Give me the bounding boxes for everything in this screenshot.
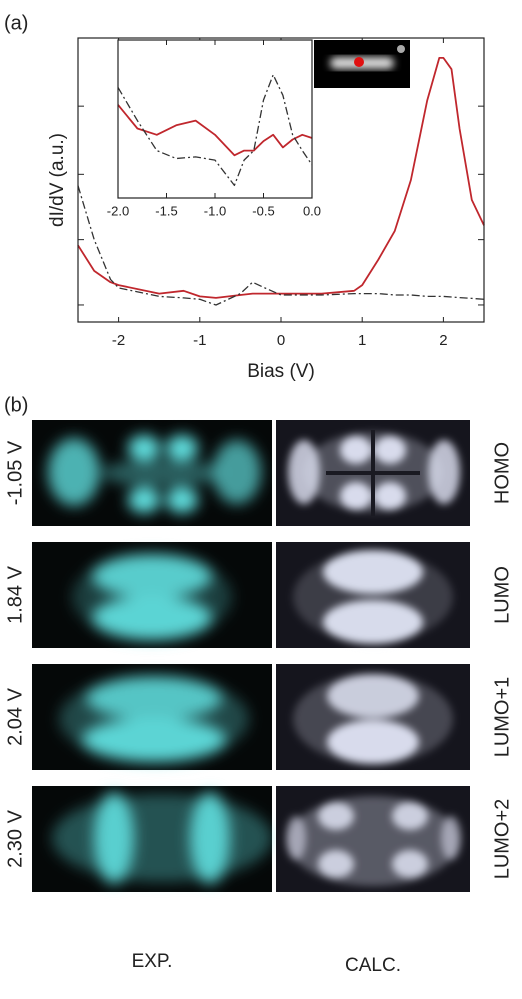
exp-lobe: [102, 459, 222, 487]
calc-pattern: [293, 674, 453, 764]
exp-lobe: [52, 794, 272, 882]
x-tick-label: 1: [358, 332, 366, 349]
orbital-label: HOMO: [491, 442, 513, 504]
exp-pattern: [72, 554, 232, 640]
exp-pattern: [59, 676, 249, 762]
x-tick-label: -0.5: [252, 203, 274, 218]
tip-position: [354, 57, 364, 67]
column-label: EXP.: [132, 951, 173, 972]
y-axis-label: dI/dV (a.u.): [47, 133, 68, 227]
orbital-label: LUMO+1: [491, 677, 513, 758]
exp-lobe: [48, 438, 100, 506]
bias-label: 1.84 V: [4, 565, 26, 623]
calc-lobe: [293, 674, 453, 764]
calc-lobe: [293, 552, 453, 642]
bias-label: 2.30 V: [4, 809, 26, 867]
exp-lobe: [166, 487, 198, 513]
data-line: [77, 57, 485, 299]
exp-lobe: [128, 435, 160, 461]
panel-label: (a): [4, 12, 28, 34]
calc-lobe: [288, 796, 458, 886]
exp-pattern: [48, 435, 261, 513]
x-tick-label: 0.0: [303, 203, 321, 218]
bias-label: 2.04 V: [4, 687, 26, 745]
bias-label: -1.05 V: [4, 440, 26, 505]
orbital-label: LUMO: [491, 566, 513, 624]
exp-lobe: [166, 435, 198, 461]
x-tick-label: -2.0: [107, 203, 129, 218]
data-line: [117, 104, 313, 157]
x-tick-label: 0: [277, 332, 285, 349]
calc-lobe: [286, 816, 306, 860]
reference-dot: [397, 45, 405, 53]
data-line: [77, 185, 485, 306]
x-tick-label: 2: [439, 332, 447, 349]
x-tick-label: -1.5: [155, 203, 177, 218]
x-tick-label: -1: [193, 332, 206, 349]
x-tick-label: -1.0: [204, 203, 226, 218]
column-label: CALC.: [345, 955, 401, 976]
exp-lobe: [72, 555, 232, 639]
exp-lobe: [128, 487, 160, 513]
calc-node: [326, 471, 420, 475]
calc-pattern: [286, 796, 461, 886]
exp-pattern: [52, 792, 272, 884]
exp-lobe: [59, 677, 249, 761]
calc-lobe: [441, 816, 461, 860]
x-tick-label: -2: [112, 332, 125, 349]
exp-lobe: [213, 440, 261, 504]
x-axis-label: Bias (V): [247, 361, 315, 382]
orbital-label: LUMO+2: [491, 799, 513, 880]
panel-label: (b): [4, 394, 28, 416]
data-line: [117, 74, 313, 187]
calc-pattern: [293, 550, 453, 644]
plot-area: [118, 40, 312, 198]
